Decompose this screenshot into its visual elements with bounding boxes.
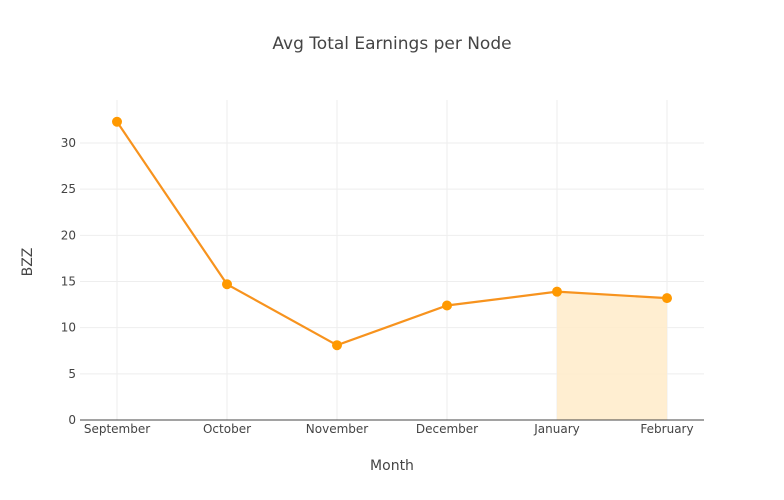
x-axis-ticks: September October November December January F… bbox=[84, 422, 694, 436]
y-tick-label: 15 bbox=[61, 275, 76, 289]
x-tick-label: November bbox=[306, 422, 368, 436]
y-tick-label: 30 bbox=[61, 136, 76, 150]
x-tick-label: October bbox=[203, 422, 251, 436]
data-point-marker[interactable] bbox=[222, 279, 232, 290]
data-point-marker[interactable] bbox=[662, 293, 672, 304]
data-line bbox=[116, 121, 668, 347]
highlight-area bbox=[557, 291, 667, 420]
y-tick-label: 20 bbox=[61, 228, 76, 242]
y-axis-ticks: 0 5 10 15 20 25 30 bbox=[61, 136, 76, 427]
data-markers bbox=[112, 116, 672, 351]
x-tick-label: September bbox=[84, 422, 150, 436]
x-axis-label: Month bbox=[370, 458, 414, 474]
data-point-marker[interactable] bbox=[442, 300, 452, 311]
y-tick-label: 10 bbox=[61, 321, 76, 335]
chart-title: Avg Total Earnings per Node bbox=[272, 34, 512, 54]
y-tick-label: 5 bbox=[68, 367, 76, 381]
data-point-marker[interactable] bbox=[332, 340, 342, 351]
y-tick-label: 0 bbox=[68, 413, 76, 427]
x-tick-label: January bbox=[533, 422, 580, 436]
x-tick-label: December bbox=[416, 422, 478, 436]
data-point-marker[interactable] bbox=[552, 286, 562, 297]
y-tick-label: 25 bbox=[61, 182, 76, 196]
data-point-marker[interactable] bbox=[112, 116, 122, 127]
x-tick-label: February bbox=[640, 422, 693, 436]
